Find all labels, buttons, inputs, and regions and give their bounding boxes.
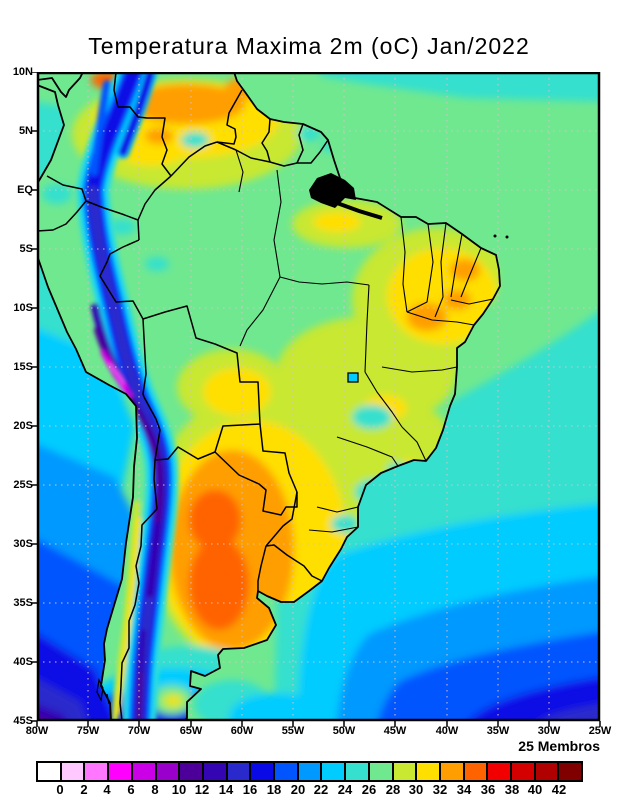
state-borders: [235, 149, 494, 533]
ensemble-members-label: 25 Membros: [518, 738, 600, 754]
colorbar-swatch: [512, 763, 536, 780]
colorbar-tick-label: 34: [456, 782, 472, 797]
reservoir-lake: [347, 372, 359, 383]
lon-tick-label: 35W: [486, 725, 510, 737]
colorbar-tick-label: 28: [385, 782, 401, 797]
colorbar-tick-label: 24: [337, 782, 353, 797]
lon-tick-label: 45W: [383, 725, 407, 737]
colorbar-swatch: [38, 763, 62, 780]
colorbar-tick-label: 6: [127, 782, 135, 797]
colorbar-tick-label: 10: [171, 782, 187, 797]
colorbar-tick-label: 22: [313, 782, 329, 797]
colorbar-tick-label: 26: [361, 782, 377, 797]
lat-tick-label: 35S: [13, 597, 33, 609]
colorbar: [36, 761, 583, 782]
temperature-map: [31, 72, 601, 727]
colorbar-swatch: [85, 763, 110, 780]
lat-tick-label: 5N: [18, 125, 33, 137]
colorbar-swatch: [369, 763, 394, 780]
colorbar-swatch: [227, 763, 252, 780]
colorbar-swatch: [322, 763, 347, 780]
colorbar-tick-label: 20: [290, 782, 306, 797]
lon-tick-label: 25W: [588, 725, 612, 737]
lat-tick-label: 10S: [13, 302, 33, 314]
lon-tick-label: 60W: [230, 725, 254, 737]
colorbar-tick-label: 38: [504, 782, 520, 797]
colorbar-swatch: [180, 763, 204, 780]
colorbar-swatch: [298, 763, 323, 780]
lon-tick-label: 65W: [179, 725, 203, 737]
map-frame: [36, 72, 601, 722]
country-borders: [37, 72, 329, 721]
colorbar-tick-label: 0: [56, 782, 64, 797]
colorbar-swatch: [393, 763, 418, 780]
lon-tick-label: 55W: [281, 725, 305, 737]
lon-tick-label: 80W: [25, 725, 49, 737]
colorbar-tick-label: 14: [218, 782, 234, 797]
colorbar-swatch: [61, 763, 86, 780]
lat-tick-label: 15S: [13, 361, 33, 373]
colorbar-swatch: [132, 763, 157, 780]
colorbar-tick-label: 32: [432, 782, 448, 797]
colorbar-swatch: [275, 763, 299, 780]
colorbar-swatch: [251, 763, 276, 780]
colorbar-tick-label: 8: [151, 782, 159, 797]
lat-tick-label: 10N: [12, 66, 33, 78]
lat-tick-label: EQ: [17, 184, 33, 196]
colorbar-swatch: [156, 763, 181, 780]
colorbar-tick-label: 4: [103, 782, 111, 797]
amazon-river-mouth: [309, 173, 383, 220]
offshore-islands: [493, 234, 509, 239]
colorbar-tick-label: 16: [242, 782, 258, 797]
lat-tick-label: 20S: [13, 420, 33, 432]
colorbar-tick-label: 18: [266, 782, 282, 797]
colorbar-tick-label: 36: [480, 782, 496, 797]
graticule-grid: [37, 72, 600, 721]
colorbar-swatch: [346, 763, 370, 780]
colorbar-tick-label: 12: [194, 782, 210, 797]
page-title: Temperatura Maxima 2m (oC) Jan/2022: [88, 33, 530, 59]
lat-tick-label: 45S: [13, 715, 33, 727]
colorbar-swatch: [535, 763, 560, 780]
colorbar-swatch: [488, 763, 513, 780]
colorbar-swatch: [559, 763, 582, 780]
colorbar-swatch: [464, 763, 489, 780]
colorbar-swatch: [417, 763, 441, 780]
lat-tick-label: 30S: [13, 538, 33, 550]
lon-tick-label: 75W: [76, 725, 100, 737]
lon-tick-label: 30W: [537, 725, 561, 737]
lat-tick-label: 40S: [13, 656, 33, 668]
colorbar-tick-label: 40: [527, 782, 543, 797]
colorbar-swatch: [440, 763, 465, 780]
axis-ticks: [31, 72, 601, 727]
lon-tick-label: 50W: [332, 725, 356, 737]
colorbar-tick-label: 2: [80, 782, 88, 797]
chiloe-islands: [96, 678, 110, 705]
lat-tick-label: 5S: [19, 243, 33, 255]
colorbar-tick-label: 42: [551, 782, 567, 797]
colorbar-tick-label: 30: [408, 782, 424, 797]
colorbar-swatch: [109, 763, 133, 780]
colorbar-swatch: [203, 763, 228, 780]
lon-tick-label: 40W: [435, 725, 459, 737]
coastline: [37, 72, 501, 721]
lat-tick-label: 25S: [13, 479, 33, 491]
lon-tick-label: 70W: [127, 725, 151, 737]
